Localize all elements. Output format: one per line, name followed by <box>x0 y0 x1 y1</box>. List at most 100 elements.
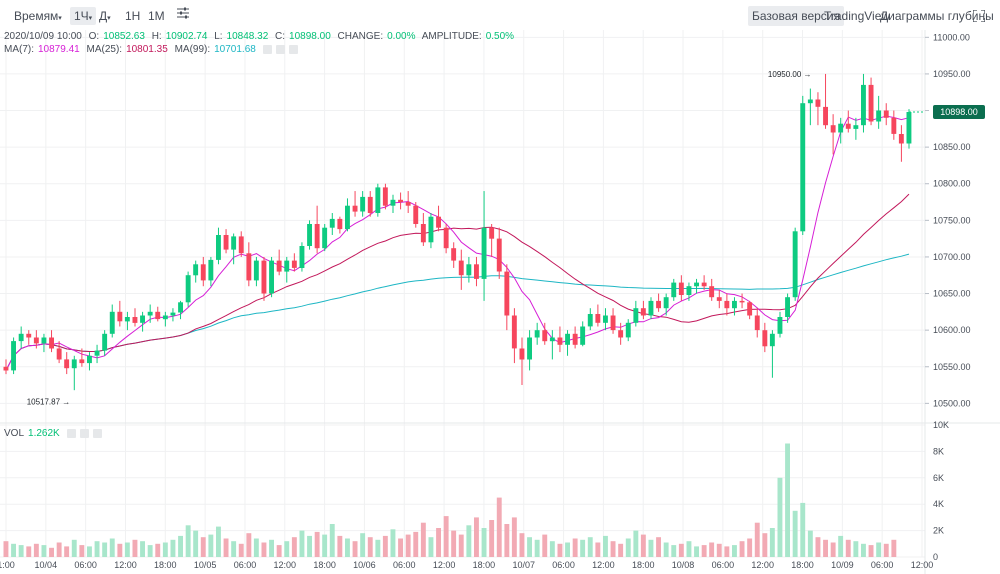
candle-body <box>443 227 449 249</box>
volume-bar <box>474 517 479 557</box>
candle-body <box>671 282 677 298</box>
legend-change-label: CHANGE: <box>337 31 384 42</box>
settings-indicator-icon[interactable] <box>275 44 285 54</box>
volume-bar <box>322 534 328 557</box>
hide-indicator-icon[interactable] <box>262 44 272 54</box>
volume-bar <box>527 537 532 557</box>
candle-body <box>26 333 32 338</box>
time-tick-label: 10/04 <box>35 560 58 570</box>
candle-body <box>413 205 419 224</box>
volume-bar <box>481 528 487 557</box>
view-basic-tab[interactable]: Базовая версия <box>748 6 844 26</box>
volume-bar <box>792 510 798 557</box>
time-tick-label: 18:00 <box>632 560 655 570</box>
volume-bar <box>238 543 244 557</box>
volume-bar <box>56 542 62 557</box>
volume-bar <box>41 545 47 557</box>
candle-body <box>678 282 684 295</box>
interval-1h-en-button[interactable]: 1H <box>125 9 141 23</box>
candle-body <box>352 205 358 212</box>
volume-bar <box>170 539 176 557</box>
price-tick-label: 10800.00 <box>933 179 971 189</box>
ma7-line <box>5 115 910 371</box>
interval-1m-button[interactable]: 1M <box>148 9 165 23</box>
volume-bar <box>747 538 753 557</box>
view-tradingview-tab[interactable]: TradingView <box>824 9 891 23</box>
volume-bar <box>466 525 472 557</box>
candle-body <box>345 205 350 230</box>
volume-bar <box>216 526 221 557</box>
volume-bar <box>314 531 320 557</box>
volume-bar <box>633 530 639 557</box>
candle-body <box>845 123 851 129</box>
candle-body <box>124 317 130 322</box>
volume-bar <box>671 545 677 557</box>
price-tick-label: 10650.00 <box>933 289 971 299</box>
legend-vol-value: 1.262K <box>28 428 60 439</box>
candle-body <box>200 264 206 281</box>
volume-bar <box>709 542 715 557</box>
volume-bar <box>640 534 646 557</box>
candle-body <box>663 297 669 309</box>
candle-body <box>633 308 639 323</box>
view-depth-tab[interactable]: Диаграммы глубины <box>880 9 994 23</box>
legend-vol-label: VOL <box>4 428 25 439</box>
volume-bar <box>162 542 168 557</box>
candle-body <box>580 326 586 345</box>
candle-body <box>41 337 47 344</box>
volume-bar <box>549 541 555 557</box>
interval-minutes-dropdown[interactable]: м▾ <box>50 7 62 25</box>
candle-body <box>549 337 555 342</box>
time-tick-label: 12:00 <box>592 560 615 570</box>
candles <box>3 73 912 391</box>
candle-body <box>648 300 654 316</box>
time-tick-label: 12:00 <box>911 560 934 570</box>
time-tick-label: 18:00 <box>791 560 814 570</box>
interval-day-dropdown[interactable]: Д▾ <box>99 7 111 25</box>
legend-change-value: 0.00% <box>387 31 416 42</box>
time-tick-label: 12:00 <box>274 560 297 570</box>
candle-body <box>868 84 874 122</box>
volume-bar <box>519 533 525 557</box>
candle-body <box>329 218 335 228</box>
close-indicator-icon[interactable] <box>288 44 298 54</box>
volume-bar <box>496 497 502 557</box>
candle-body <box>299 246 305 268</box>
candle-body <box>777 317 783 334</box>
hide-volume-icon[interactable] <box>66 428 76 438</box>
volume-bar <box>329 524 335 557</box>
volume-bar <box>291 537 297 557</box>
time-tick-label: 06:00 <box>871 560 894 570</box>
settings-volume-icon[interactable] <box>79 428 89 438</box>
interval-1h-button[interactable]: 1Ч▾ <box>70 7 97 25</box>
candle-body <box>815 99 821 107</box>
settings-sliders-icon[interactable] <box>177 6 189 24</box>
chevron-down-icon: ▾ <box>58 15 62 22</box>
candle-body <box>307 224 312 246</box>
volume-bar <box>830 542 836 557</box>
volume-bar <box>580 539 586 557</box>
candle-body <box>132 317 138 323</box>
volume-bar <box>405 534 411 557</box>
candle-body <box>458 260 464 276</box>
volume-bar <box>109 538 115 557</box>
candle-body <box>785 297 790 317</box>
time-tick-label: 06:00 <box>552 560 575 570</box>
candle-body <box>178 302 183 313</box>
volume-bar <box>845 539 851 557</box>
candle-body <box>511 315 517 349</box>
close-volume-icon[interactable] <box>92 428 102 438</box>
candle-body <box>701 282 707 287</box>
volume-bar <box>132 539 138 557</box>
candle-body <box>162 315 168 320</box>
candle-body <box>496 238 502 272</box>
candle-body <box>716 297 722 301</box>
volume-bar <box>785 443 790 557</box>
volume-bar <box>762 533 768 557</box>
volume-bar <box>102 542 108 557</box>
volume-tick-label: 0 <box>933 552 938 562</box>
candle-body <box>398 199 403 202</box>
volume-bar <box>398 538 403 557</box>
volume-bar <box>542 534 548 557</box>
